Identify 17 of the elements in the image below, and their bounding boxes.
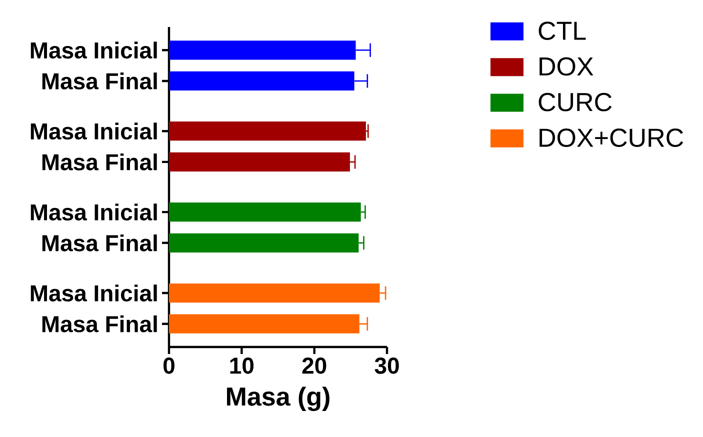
- y-tick-label: Masa Final: [42, 315, 157, 332]
- y-tick-label: Masa Inicial: [30, 284, 157, 302]
- legend-label: CTL: [538, 22, 586, 40]
- legend-label: DOX: [540, 57, 594, 76]
- y-tick-label: Masa Inicial: [30, 122, 157, 140]
- x-tick-label: 10: [230, 358, 254, 374]
- legend-label: DOX+CURC: [540, 128, 684, 147]
- y-tick-label: Masa Inicial: [30, 42, 157, 59]
- y-tick-label: Masa Final: [42, 234, 157, 252]
- legend-label: CURC: [538, 92, 612, 112]
- x-tick-label: 0: [164, 358, 174, 374]
- y-tick-label: Masa Final: [42, 72, 157, 90]
- x-axis-title: Masa (g): [227, 386, 330, 412]
- y-tick-label: Masa Final: [42, 153, 157, 170]
- y-tick-label: Masa Inicial: [30, 204, 157, 220]
- x-tick-label: 30: [374, 358, 399, 374]
- x-tick-label: 20: [302, 358, 326, 374]
